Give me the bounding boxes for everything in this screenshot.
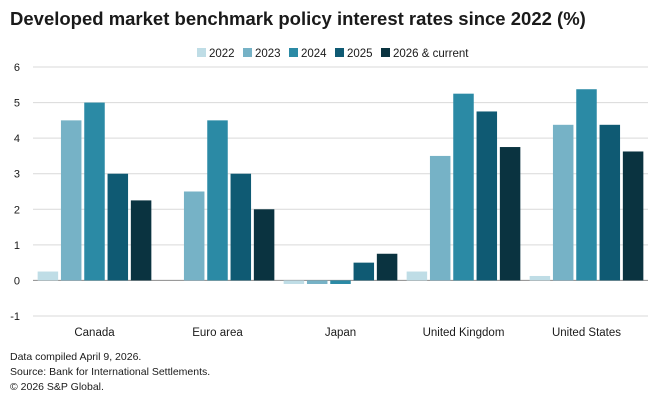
bar-japan-2024 [330,280,351,284]
bar-united-states-2023 [552,124,574,281]
bar-canada-2022 [37,271,59,281]
bar-japan-2022 [283,280,305,284]
bar-united-states-2025 [599,124,621,281]
footer-compiled-note: Data compiled April 9, 2026. [10,351,142,363]
bar-canada-2025 [107,173,129,281]
bar-united-kingdom-2022 [406,271,428,281]
bar-united-states-2024 [576,89,597,281]
y-tick-label: -1 [10,311,20,323]
y-tick-label: 5 [14,98,20,110]
x-tick-label: Japan [325,327,356,339]
legend-swatch [197,48,206,57]
bar-euro-area-2026-current [253,209,275,281]
legend-label: 2022 [209,48,235,60]
bar-canada-2024 [84,102,105,281]
legend-swatch [381,48,390,57]
y-tick-label: 6 [14,62,20,74]
bar-united-states-2022 [529,275,551,281]
bars [37,89,644,284]
footer-source-note: Source: Bank for International Settlemen… [10,366,211,378]
legend-label: 2023 [255,48,281,60]
legend: 2022 2023 2024 2025 2026 & current [197,48,469,60]
y-tick-label: 1 [14,240,20,252]
x-tick-label: United States [552,327,621,339]
bar-euro-area-2025 [230,173,252,281]
bar-japan-2025 [353,262,375,281]
legend-label: 2026 & current [393,48,469,60]
footer-copyright: © 2026 S&P Global. [10,381,104,393]
bar-canada-2023 [60,120,82,281]
x-tick-label: Euro area [192,327,243,339]
legend-label: 2025 [347,48,373,60]
x-axis-category-labels: Canada Euro area Japan United Kingdom United… [74,327,621,339]
legend-label: 2024 [301,48,327,60]
bar-united-kingdom-2026-current [499,147,521,281]
y-tick-label: 2 [14,204,20,216]
legend-swatch [289,48,298,57]
y-tick-label: 3 [14,169,20,181]
bar-japan-2026-current [376,253,398,281]
bar-united-kingdom-2025 [476,111,498,281]
y-tick-label: 4 [14,133,20,145]
x-tick-label: Canada [74,327,115,339]
bar-euro-area-2024 [207,120,228,281]
x-tick-label: United Kingdom [423,327,505,339]
bar-euro-area-2023 [183,191,205,281]
bar-united-states-2026-current [622,151,644,281]
chart-footer: Data compiled April 9, 2026. Source: Ban… [10,350,210,395]
y-axis-tick-labels: -1 0 1 2 3 4 5 6 [10,62,20,323]
bar-united-kingdom-2023 [429,155,451,281]
chart-title: Developed market benchmark policy intere… [10,8,586,29]
bar-united-kingdom-2024 [453,93,474,281]
legend-swatch [335,48,344,57]
bar-canada-2026-current [130,200,152,281]
legend-swatch [243,48,252,57]
bar-japan-2023 [306,280,328,284]
y-tick-label: 0 [14,275,20,287]
